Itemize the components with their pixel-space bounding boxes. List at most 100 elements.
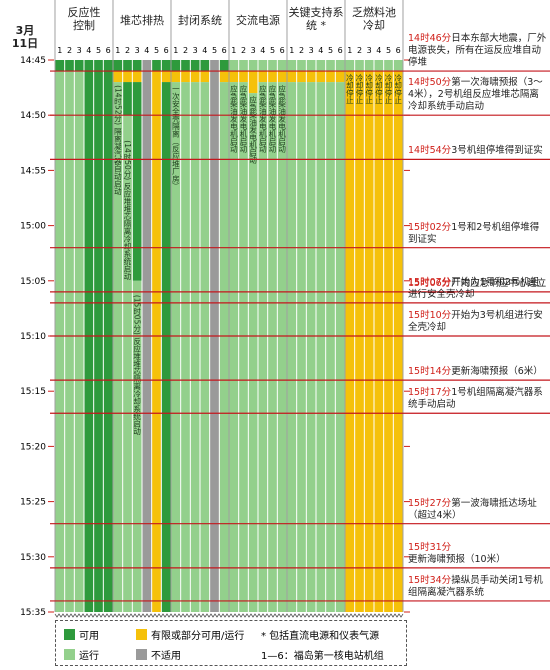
state-cell	[229, 82, 239, 612]
state-cell	[171, 71, 181, 83]
event-time: 15时06分	[408, 277, 452, 289]
time-label: 15:30	[20, 553, 46, 563]
unit-label: 4	[318, 46, 323, 55]
state-cell	[374, 71, 384, 613]
unit-label: 1	[115, 46, 120, 55]
state-cell	[200, 82, 210, 612]
time-label: 15:05	[20, 277, 46, 287]
state-cell	[258, 71, 268, 83]
unit-label: 5	[386, 46, 391, 55]
unit-label: 3	[135, 46, 140, 55]
state-cell	[113, 71, 123, 83]
state-cell	[335, 82, 345, 612]
event-text: 3号机组停堆得到证实	[451, 145, 543, 157]
state-cell	[200, 60, 210, 72]
state-cell	[74, 60, 84, 72]
group-name: 交流电源	[236, 14, 280, 27]
legend-item: 有限或部分可用/运行	[136, 627, 244, 642]
cell-note: 冷却停止	[384, 73, 393, 105]
state-cell	[326, 71, 335, 83]
state-cell	[306, 60, 316, 72]
cell-note: 应急柴油发电机启动	[277, 84, 286, 154]
time-label: 14:45	[20, 56, 46, 66]
unit-label: 5	[212, 46, 217, 55]
state-cell	[239, 71, 248, 83]
state-cell	[219, 71, 229, 83]
state-cell	[229, 60, 239, 72]
state-cell	[132, 60, 142, 72]
state-cell	[268, 60, 277, 72]
state-cell	[123, 82, 132, 116]
date-month: 3月	[15, 24, 35, 37]
event-time: 15时34分	[408, 574, 452, 586]
legend: 可用 有限或部分可用/运行 运行 不适用 * 包括直流电源和仪表气源 1—6：福岛第一核电…	[55, 620, 407, 666]
group-name: 关键支持系	[288, 6, 344, 19]
event-time: 15时02分	[408, 221, 452, 233]
unit-label: 3	[251, 46, 256, 55]
state-cell	[190, 82, 200, 612]
cell-note: 冷却停止	[364, 73, 373, 105]
group-name: 控制	[73, 19, 95, 32]
state-cell	[132, 71, 142, 83]
event-time: 14时54分	[408, 145, 452, 157]
state-cell	[393, 71, 403, 613]
state-cell	[316, 71, 326, 83]
unit-label: 6	[106, 46, 111, 55]
time-label: 15:00	[20, 222, 46, 232]
legend-label: 有限或部分可用/运行	[151, 631, 245, 642]
event: 15时02分1号和2号机组停堆得到证实	[408, 222, 548, 246]
unit-label: 4	[376, 46, 381, 55]
unit-label: 6	[338, 46, 343, 55]
state-cell	[152, 60, 161, 72]
unit-label: 2	[67, 46, 72, 55]
event-text: 第一次海啸预报（3～4米），2号机组反应堆堆芯隔离冷却系统手动启动	[408, 77, 543, 113]
state-cell	[297, 82, 306, 612]
state-cell	[268, 71, 277, 83]
state-cell	[345, 60, 355, 72]
state-cell	[181, 82, 190, 612]
event-time: 15时10分	[408, 310, 452, 321]
state-cell	[123, 60, 132, 72]
state-cell	[258, 60, 268, 72]
event: 15时07分开始为1号和2号机组进行安全壳冷却	[408, 277, 548, 301]
state-cell	[152, 71, 161, 613]
unit-label: 3	[77, 46, 82, 55]
unit-label: 6	[222, 46, 227, 55]
event-text: 操纵员手动关闭1号机组隔离凝汽器系统	[408, 574, 543, 598]
state-cell	[123, 71, 132, 83]
state-cell	[74, 71, 84, 613]
unit-label: 1	[173, 46, 178, 55]
unit-label: 1	[347, 46, 352, 55]
state-cell	[287, 60, 297, 72]
time-label: 15:20	[20, 442, 46, 452]
unit-label: 2	[299, 46, 304, 55]
unit-label: 5	[96, 46, 101, 55]
state-cell	[190, 60, 200, 72]
cell-note: 应急柴油发电机启动	[248, 95, 257, 165]
legend-item: 运行	[64, 647, 99, 662]
event-text: 1号机组隔离凝汽器系统手动启动	[408, 387, 543, 411]
unit-label: 6	[280, 46, 285, 55]
state-cell	[326, 82, 335, 612]
state-cell	[123, 115, 132, 612]
state-cell	[171, 82, 181, 612]
state-cell	[287, 71, 297, 83]
time-label: 15:10	[20, 332, 46, 342]
state-cell	[248, 71, 258, 94]
unit-label: 2	[357, 46, 362, 55]
event-text: 日本东部大地震，厂外电源丧失，所有在运反应堆自动停堆	[408, 33, 547, 69]
event-text: 厂内应急响应中心建立	[451, 277, 547, 289]
state-cell	[181, 71, 190, 83]
event-text: 开始为1号和2号机组进行安全壳冷却	[408, 276, 540, 300]
group-name: 乏燃料池	[352, 6, 396, 19]
event-time: 14时46分	[408, 33, 452, 45]
legend-swatch	[64, 629, 75, 640]
state-cell	[219, 60, 229, 72]
state-cell	[384, 60, 393, 72]
event: 15时10分开始为3号机组进行安全壳冷却	[408, 310, 548, 334]
unit-label: 3	[309, 46, 314, 55]
unit-label: 5	[154, 46, 159, 55]
state-cell	[161, 82, 171, 612]
unit-label: 5	[270, 46, 275, 55]
